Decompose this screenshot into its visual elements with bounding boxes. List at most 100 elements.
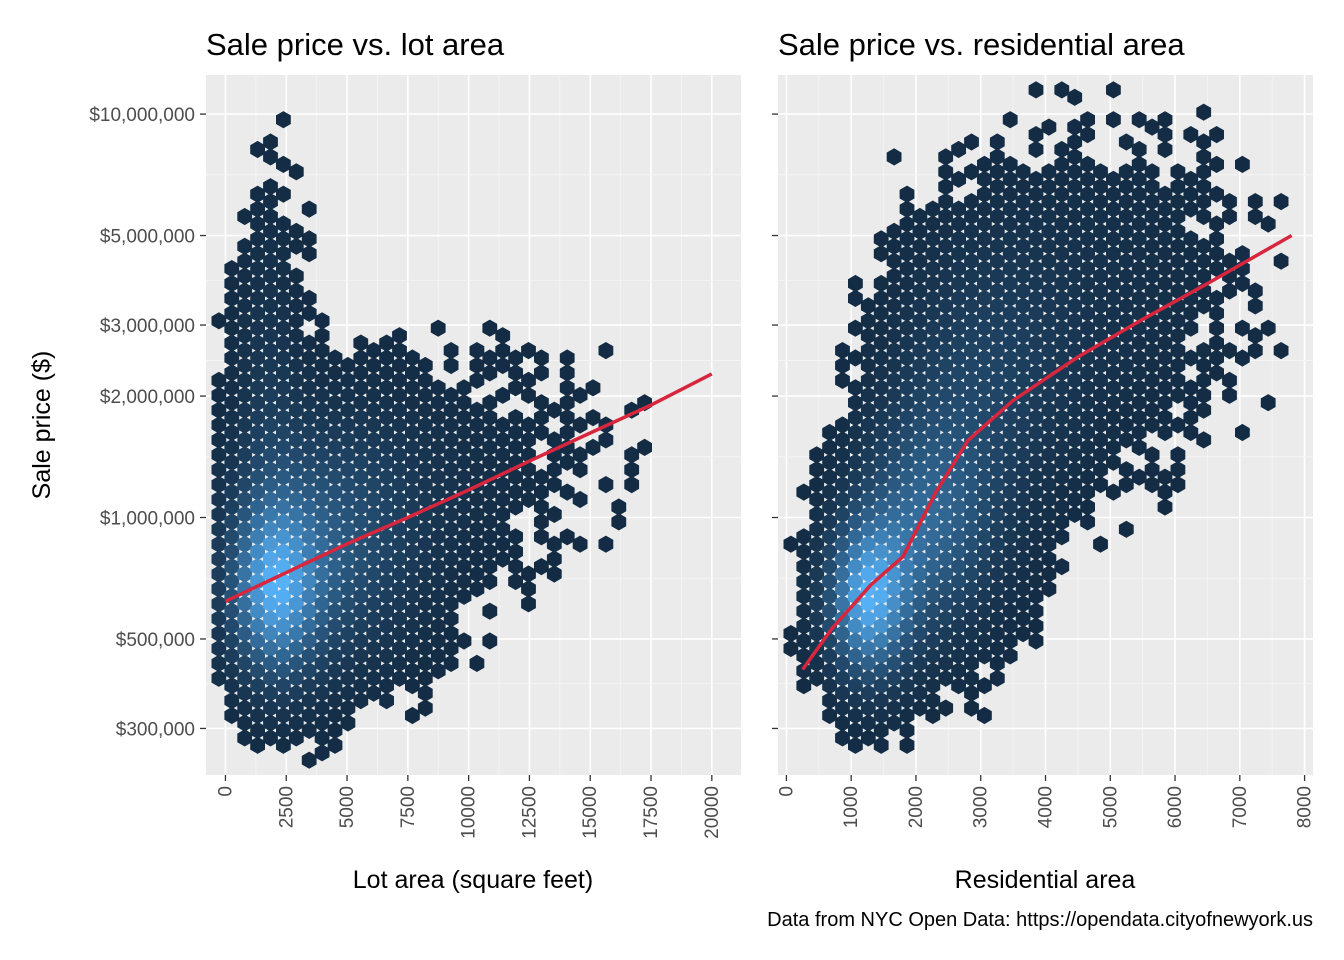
hexbin-cell [886, 401, 902, 419]
x-tick-label: 6000 [1165, 786, 1186, 828]
hexbin-cell [912, 684, 928, 702]
hexbin-cell [392, 416, 407, 434]
hexbin-cell [873, 334, 889, 352]
hexbin-cell [964, 550, 979, 568]
hexbin-cell [1080, 364, 1095, 382]
hexbin-cell [379, 483, 394, 501]
hexbin-cell [1067, 297, 1083, 315]
hexbin-cell [417, 356, 433, 375]
hexbin-cell [912, 610, 928, 628]
hexbin-cell [276, 155, 291, 173]
hexbin-cell [1015, 476, 1031, 494]
hexbin-cell [1002, 528, 1018, 546]
hexbin-cell [835, 639, 850, 658]
hexbin-cell [1118, 476, 1134, 494]
hexbin-cell [1041, 312, 1057, 330]
hexbin-cell [912, 461, 928, 479]
hexbin-cell [224, 423, 240, 442]
hexbin-cell [250, 513, 265, 531]
hexbin-cell [1028, 394, 1044, 412]
hexbin-cell [211, 446, 227, 464]
hexbin-cell [989, 282, 1005, 300]
hexbin-cell [469, 565, 485, 583]
hexbin-cell [1157, 126, 1173, 144]
hexbin-cell [796, 677, 812, 695]
hexbin-cell [456, 468, 472, 486]
hexbin-cell [314, 356, 330, 375]
hexbin-cell [977, 587, 992, 605]
panel-residential-area: Sale price vs. residential area 0 1000 200… [772, 27, 1316, 894]
hexbin-cell [1106, 245, 1121, 263]
hexbin-cell [276, 692, 291, 710]
y-tick-label: $5,000,000 [100, 227, 195, 248]
hexbin-cell [848, 319, 863, 337]
hexbin-cell [912, 446, 928, 464]
hexbin-cell [989, 431, 1005, 449]
hexbin-cell [1093, 178, 1108, 196]
hexbin-cell [886, 625, 902, 643]
hexbin-cell [1157, 111, 1173, 129]
hexbin-cell [379, 602, 394, 620]
x-tick-label: 0 [776, 786, 797, 797]
hexbin-cell [1067, 237, 1083, 255]
hexbin-cell [860, 639, 876, 658]
hexbin-cell [1015, 356, 1031, 375]
hexbin-cell [964, 386, 979, 404]
hexbin-cell [1106, 215, 1121, 233]
hexbin-cell [1054, 140, 1070, 159]
panel-lot-area: Sale price vs. lot area $300,000$500,000… [89, 27, 741, 894]
hexbin-cell [912, 654, 928, 672]
hexbin-cell [848, 543, 863, 561]
hexbin-cell [263, 207, 278, 226]
hexbin-cell [835, 416, 850, 434]
hexbin-cell [301, 692, 317, 710]
hexbin-cell [276, 736, 291, 754]
hexbin-cell [1002, 260, 1018, 278]
hexbin-cell [1041, 207, 1057, 226]
hexbin-cell [314, 446, 330, 464]
hexbin-cell [1080, 304, 1095, 322]
x-axis-ticks-lot-area: 0 2500 5000 7500 10000 12500 15000 17500 20000 [216, 775, 723, 839]
hexbin-cell [469, 356, 485, 375]
hexbin-cell [1106, 260, 1121, 278]
x-tick-label: 20000 [702, 786, 723, 839]
hexbin-cell [899, 304, 915, 322]
hexbin-cell [1028, 423, 1044, 442]
hexbin-cell [469, 520, 485, 538]
hexbin-cell [964, 327, 979, 345]
hexbin-cell [809, 595, 825, 613]
hexbin-cell [353, 662, 369, 680]
hexbin-cell [1093, 386, 1108, 404]
hexbin-cell [546, 505, 562, 523]
hexbin-cell [977, 274, 992, 293]
hexbin-cell [353, 483, 369, 501]
hexbin-cell [263, 729, 278, 747]
hexbin-cell [443, 565, 459, 583]
hexbin-cell [912, 565, 928, 583]
hexbin-cell [835, 461, 850, 479]
hexbins-lot-area [211, 111, 652, 769]
hexbin-cell [989, 550, 1005, 568]
hexbin-cell [951, 453, 966, 471]
hexbin-cell [1144, 118, 1160, 136]
hexbin-cell [288, 416, 304, 434]
hexbin-cell [1118, 461, 1134, 479]
hexbin-cell [1054, 498, 1070, 516]
hexbin-cell [443, 625, 459, 643]
hexbin-cell [405, 632, 420, 650]
hexbin-cell [443, 416, 459, 434]
hexbin-cell [353, 364, 369, 382]
hexbin-cell [288, 356, 304, 375]
hexbin-cell [951, 513, 966, 531]
hexbin-cell [860, 476, 876, 494]
hexbin-cell [1222, 193, 1237, 211]
hexbin-cell [1015, 520, 1031, 538]
hexbin-cell [314, 371, 330, 389]
hexbin-cell [1106, 423, 1121, 442]
hexbin-cell [1041, 505, 1057, 523]
hexbin-cell [848, 274, 863, 293]
hexbin-cell [925, 260, 941, 278]
hexbin-cell [482, 319, 498, 337]
hexbin-cell [1054, 215, 1070, 233]
hexbin-cell [1170, 342, 1186, 360]
